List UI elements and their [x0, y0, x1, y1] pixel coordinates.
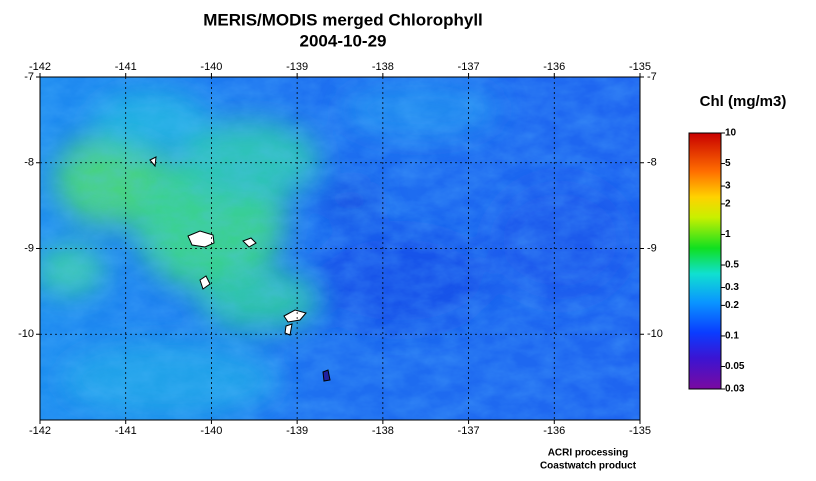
- x-tick-label: -136: [543, 61, 565, 73]
- date: 2004-10-29: [300, 31, 387, 50]
- colorbar-tick-label: 1: [725, 229, 731, 240]
- title: MERIS/MODIS merged Chlorophyll: [203, 10, 483, 29]
- colorbar-tick-label: 5: [725, 158, 731, 169]
- x-tick-label: -135: [629, 425, 651, 437]
- x-tick-label: -136: [543, 425, 565, 437]
- x-tick-label: -135: [629, 61, 651, 73]
- x-tick-label: -138: [372, 61, 394, 73]
- y-tick-label: -9: [647, 242, 657, 254]
- y-tick-label: -9: [24, 242, 34, 254]
- y-tick-label: -7: [24, 71, 34, 83]
- x-tick-label: -140: [200, 425, 222, 437]
- x-tick-label: -137: [458, 61, 480, 73]
- colorbar-tick-label: 2: [725, 199, 731, 210]
- colorbar-tick-label: 0.03: [725, 384, 745, 395]
- x-tick-label: -141: [115, 61, 137, 73]
- x-tick-label: -140: [200, 61, 222, 73]
- colorbar-tick-label: 3: [725, 181, 731, 192]
- x-tick-label: -139: [286, 61, 308, 73]
- x-tick-label: -141: [115, 425, 137, 437]
- colorbar-tick-label: 0.3: [725, 282, 739, 293]
- colorbar-tick-label: 0.2: [725, 300, 739, 311]
- y-tick-label: -10: [18, 328, 34, 340]
- y-tick-label: -8: [647, 157, 657, 169]
- colorbar-tick-label: 0.5: [725, 260, 739, 271]
- colorbar-tick-label: 10: [725, 128, 737, 139]
- colorbar-label: Chl (mg/m3): [700, 93, 787, 110]
- y-tick-label: -7: [647, 71, 657, 83]
- x-tick-label: -139: [286, 425, 308, 437]
- x-tick-label: -142: [29, 425, 51, 437]
- y-tick-label: -10: [647, 328, 663, 340]
- x-tick-label: -138: [372, 425, 394, 437]
- colorbar-tick-label: 0.05: [725, 361, 745, 372]
- credit: Coastwatch product: [540, 461, 637, 472]
- y-tick-label: -8: [24, 157, 34, 169]
- x-tick-label: -137: [458, 425, 480, 437]
- colorbar: [688, 132, 722, 390]
- credit: ACRI processing: [548, 448, 629, 459]
- x-tick-label: -142: [29, 61, 51, 73]
- colorbar-tick-label: 0.1: [725, 331, 739, 342]
